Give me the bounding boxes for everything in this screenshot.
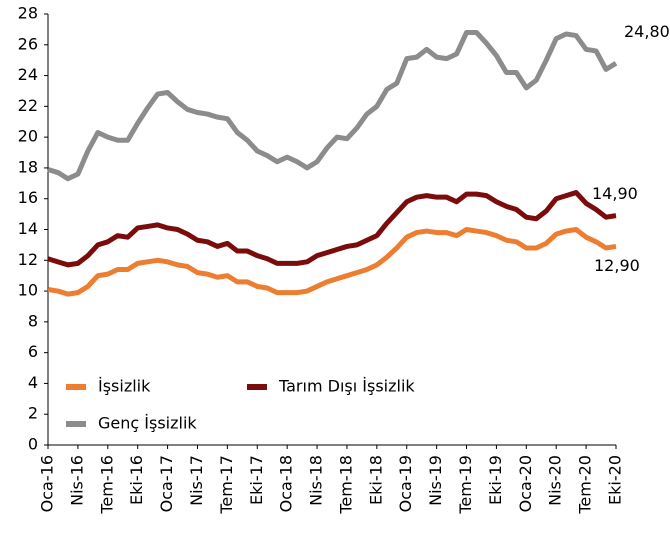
series-line (47, 190, 617, 268)
x-tick-label: Tem-17 (217, 455, 236, 515)
data-label: 24,80 (624, 22, 670, 41)
x-tick-label: Nis-17 (187, 455, 206, 506)
y-tick-label: 6 (28, 342, 38, 361)
data-label: 12,90 (594, 256, 640, 275)
x-tick-label: Tem-20 (576, 455, 595, 515)
data-label: 14,90 (592, 184, 638, 203)
y-tick-label: 28 (18, 4, 38, 23)
x-tick-label: Oca-19 (396, 455, 415, 512)
y-tick-label: 18 (18, 157, 38, 176)
y-tick-label: 8 (28, 311, 38, 330)
x-tick-label: Oca-20 (516, 455, 535, 512)
y-tick-label: 26 (18, 34, 38, 53)
y-tick-label: 4 (28, 373, 38, 392)
y-tick-label: 10 (18, 281, 38, 300)
x-tick-label: Eki-16 (127, 455, 146, 505)
y-tick-label: 0 (28, 435, 38, 454)
x-tick-label: Nis-16 (67, 455, 86, 506)
legend-label: Tarım Dışı İşsizlik (278, 377, 415, 396)
x-tick-label: Eki-20 (606, 455, 625, 505)
x-tick-label: Nis-19 (426, 455, 445, 506)
x-tick-label: Oca-16 (38, 455, 57, 512)
y-tick-label: 16 (18, 188, 38, 207)
x-tick-label: Tem-19 (456, 455, 475, 515)
x-tick-label: Oca-18 (277, 455, 296, 512)
x-tick-label: Nis-18 (307, 455, 326, 506)
y-tick-label: 20 (18, 127, 38, 146)
series-line (47, 227, 617, 297)
x-tick-label: Eki-17 (247, 455, 266, 505)
x-tick-label: Eki-19 (486, 455, 505, 505)
y-tick-label: 2 (28, 404, 38, 423)
x-tick-label: Oca-17 (157, 455, 176, 512)
y-tick-label: 14 (18, 219, 38, 238)
y-tick-label: 12 (18, 250, 38, 269)
y-tick-label: 24 (18, 65, 38, 84)
series-line (47, 29, 618, 182)
legend-label: İşsizlik (98, 377, 151, 396)
legend-label: Genç İşsizlik (98, 414, 197, 433)
x-tick-label: Tem-16 (97, 455, 116, 515)
x-tick-label: Tem-18 (336, 455, 355, 515)
x-tick-label: Eki-18 (366, 455, 385, 505)
x-tick-label: Nis-20 (546, 455, 565, 506)
y-tick-label: 22 (18, 96, 38, 115)
